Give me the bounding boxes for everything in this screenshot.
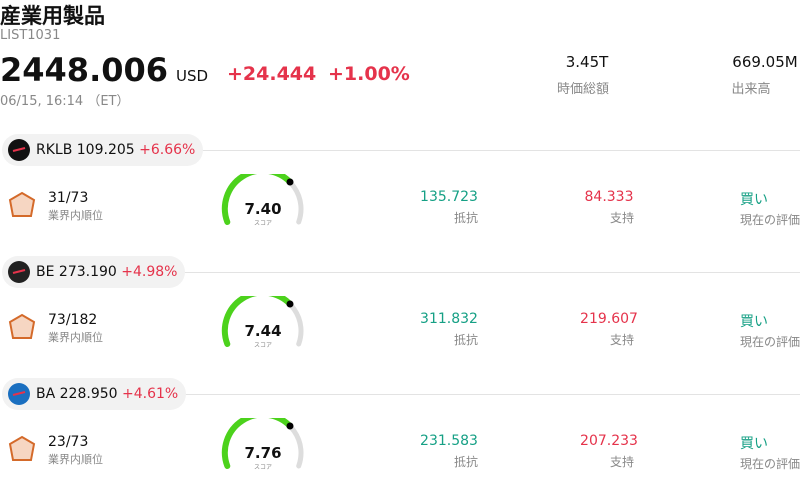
timestamp: 06/15, 16:14 （ET） — [0, 94, 130, 109]
currency: USD — [176, 67, 209, 85]
divider — [180, 394, 800, 395]
rank-label: 業界内順位 — [48, 209, 103, 222]
resistance-label: 抵抗 — [453, 333, 479, 347]
support: 219.607 — [580, 311, 638, 327]
code: LIST1031 — [0, 28, 61, 43]
rank: 31/73 — [48, 190, 89, 206]
ticker: BA — [36, 386, 56, 402]
stock-icon — [8, 139, 30, 161]
rank: 73/182 — [48, 312, 98, 328]
rating: 買い — [740, 314, 768, 330]
rank-label: 業界内順位 — [48, 331, 103, 344]
score: 7.44 — [244, 322, 282, 340]
rank-icon — [8, 313, 36, 339]
support-label: 支持 — [609, 455, 635, 469]
score-label: スコア — [253, 464, 273, 471]
stock-icon — [8, 261, 30, 283]
stock-price: 273.190 — [58, 264, 117, 280]
stock-price: 109.205 — [76, 142, 135, 158]
resistance-label: 抵抗 — [453, 455, 479, 469]
stock-change: +4.98% — [121, 264, 178, 280]
ticker: BE — [36, 264, 55, 280]
rating: 買い — [740, 192, 768, 208]
score-label: スコア — [253, 220, 273, 227]
rank-label: 業界内順位 — [48, 453, 103, 466]
stock-pill[interactable]: RKLB 109.205 +6.66% — [2, 134, 204, 166]
change-pct: +1.00% — [328, 63, 410, 85]
stock-pill[interactable]: BA 228.950 +4.61% — [2, 378, 187, 410]
rating: 買い — [740, 436, 768, 452]
stock-change: +6.66% — [139, 142, 196, 158]
score-gauge — [221, 418, 304, 469]
resistance: 135.723 — [420, 189, 478, 205]
stat-label: 時価総額 — [556, 82, 610, 97]
support: 207.233 — [580, 433, 638, 449]
stock-pill[interactable]: BE 273.190 +4.98% — [2, 256, 186, 288]
price: 2448.006 — [0, 51, 169, 89]
resistance: 231.583 — [420, 433, 478, 449]
stock-change: +4.61% — [122, 386, 179, 402]
stat-value: 3.45T — [565, 53, 609, 71]
rating-label: 現在の評価 — [740, 213, 800, 227]
stock-price: 228.950 — [59, 386, 118, 402]
ticker: RKLB — [36, 142, 73, 158]
divider — [180, 150, 800, 151]
support-label: 支持 — [609, 211, 635, 225]
stock-icon — [8, 383, 30, 405]
support-label: 支持 — [609, 333, 635, 347]
score: 7.76 — [244, 444, 282, 462]
resistance-label: 抵抗 — [453, 211, 479, 225]
rating-label: 現在の評価 — [740, 335, 800, 349]
score-gauge — [221, 174, 304, 225]
score-gauge — [221, 296, 304, 347]
resistance: 311.832 — [420, 311, 478, 327]
score-label: スコア — [253, 342, 273, 349]
rank-icon — [8, 191, 36, 217]
rank-icon — [8, 435, 36, 461]
divider — [180, 272, 800, 273]
rating-label: 現在の評価 — [740, 457, 800, 471]
score: 7.40 — [244, 200, 282, 218]
stat-value: 669.05M — [732, 53, 798, 71]
title: 産業用製品 — [0, 4, 105, 28]
support: 84.333 — [584, 189, 634, 205]
stat-label: 出来高 — [731, 82, 771, 97]
rank: 23/73 — [48, 434, 89, 450]
change: +24.444 — [227, 63, 317, 85]
